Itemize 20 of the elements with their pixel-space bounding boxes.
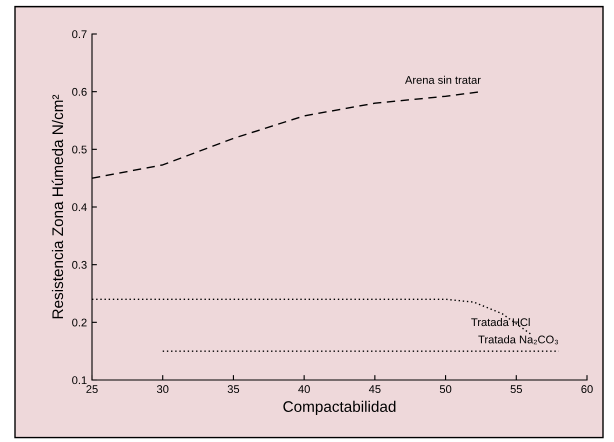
series-label: Arena sin tratar [404, 76, 481, 84]
y-tick-label: 0.2 [72, 318, 87, 326]
x-tick-label: 40 [298, 385, 310, 394]
series-label: Tratada HCl [471, 318, 530, 326]
x-tick-label: 35 [228, 385, 240, 394]
x-axis-title: Compactabilidad [283, 400, 396, 416]
x-tick-label: 55 [510, 385, 522, 394]
y-axis-title: Resistencia Zona Húmeda N/cm² [52, 94, 64, 318]
y-tick-label: 0.5 [72, 146, 87, 154]
series-label: Tratada Na₂CO₃ [478, 335, 558, 344]
y-tick-label: 0.7 [72, 30, 87, 38]
y-tick-label: 0.1 [72, 376, 87, 384]
y-tick-label: 0.4 [72, 203, 87, 212]
y-tick-label: 0.6 [72, 88, 87, 96]
x-tick-label: 60 [581, 385, 593, 394]
x-tick-label: 50 [440, 385, 452, 394]
x-tick-label: 30 [156, 385, 168, 394]
x-tick-label: 45 [368, 385, 381, 394]
y-tick-label: 0.3 [72, 260, 87, 269]
x-tick-label: 25 [86, 385, 98, 394]
